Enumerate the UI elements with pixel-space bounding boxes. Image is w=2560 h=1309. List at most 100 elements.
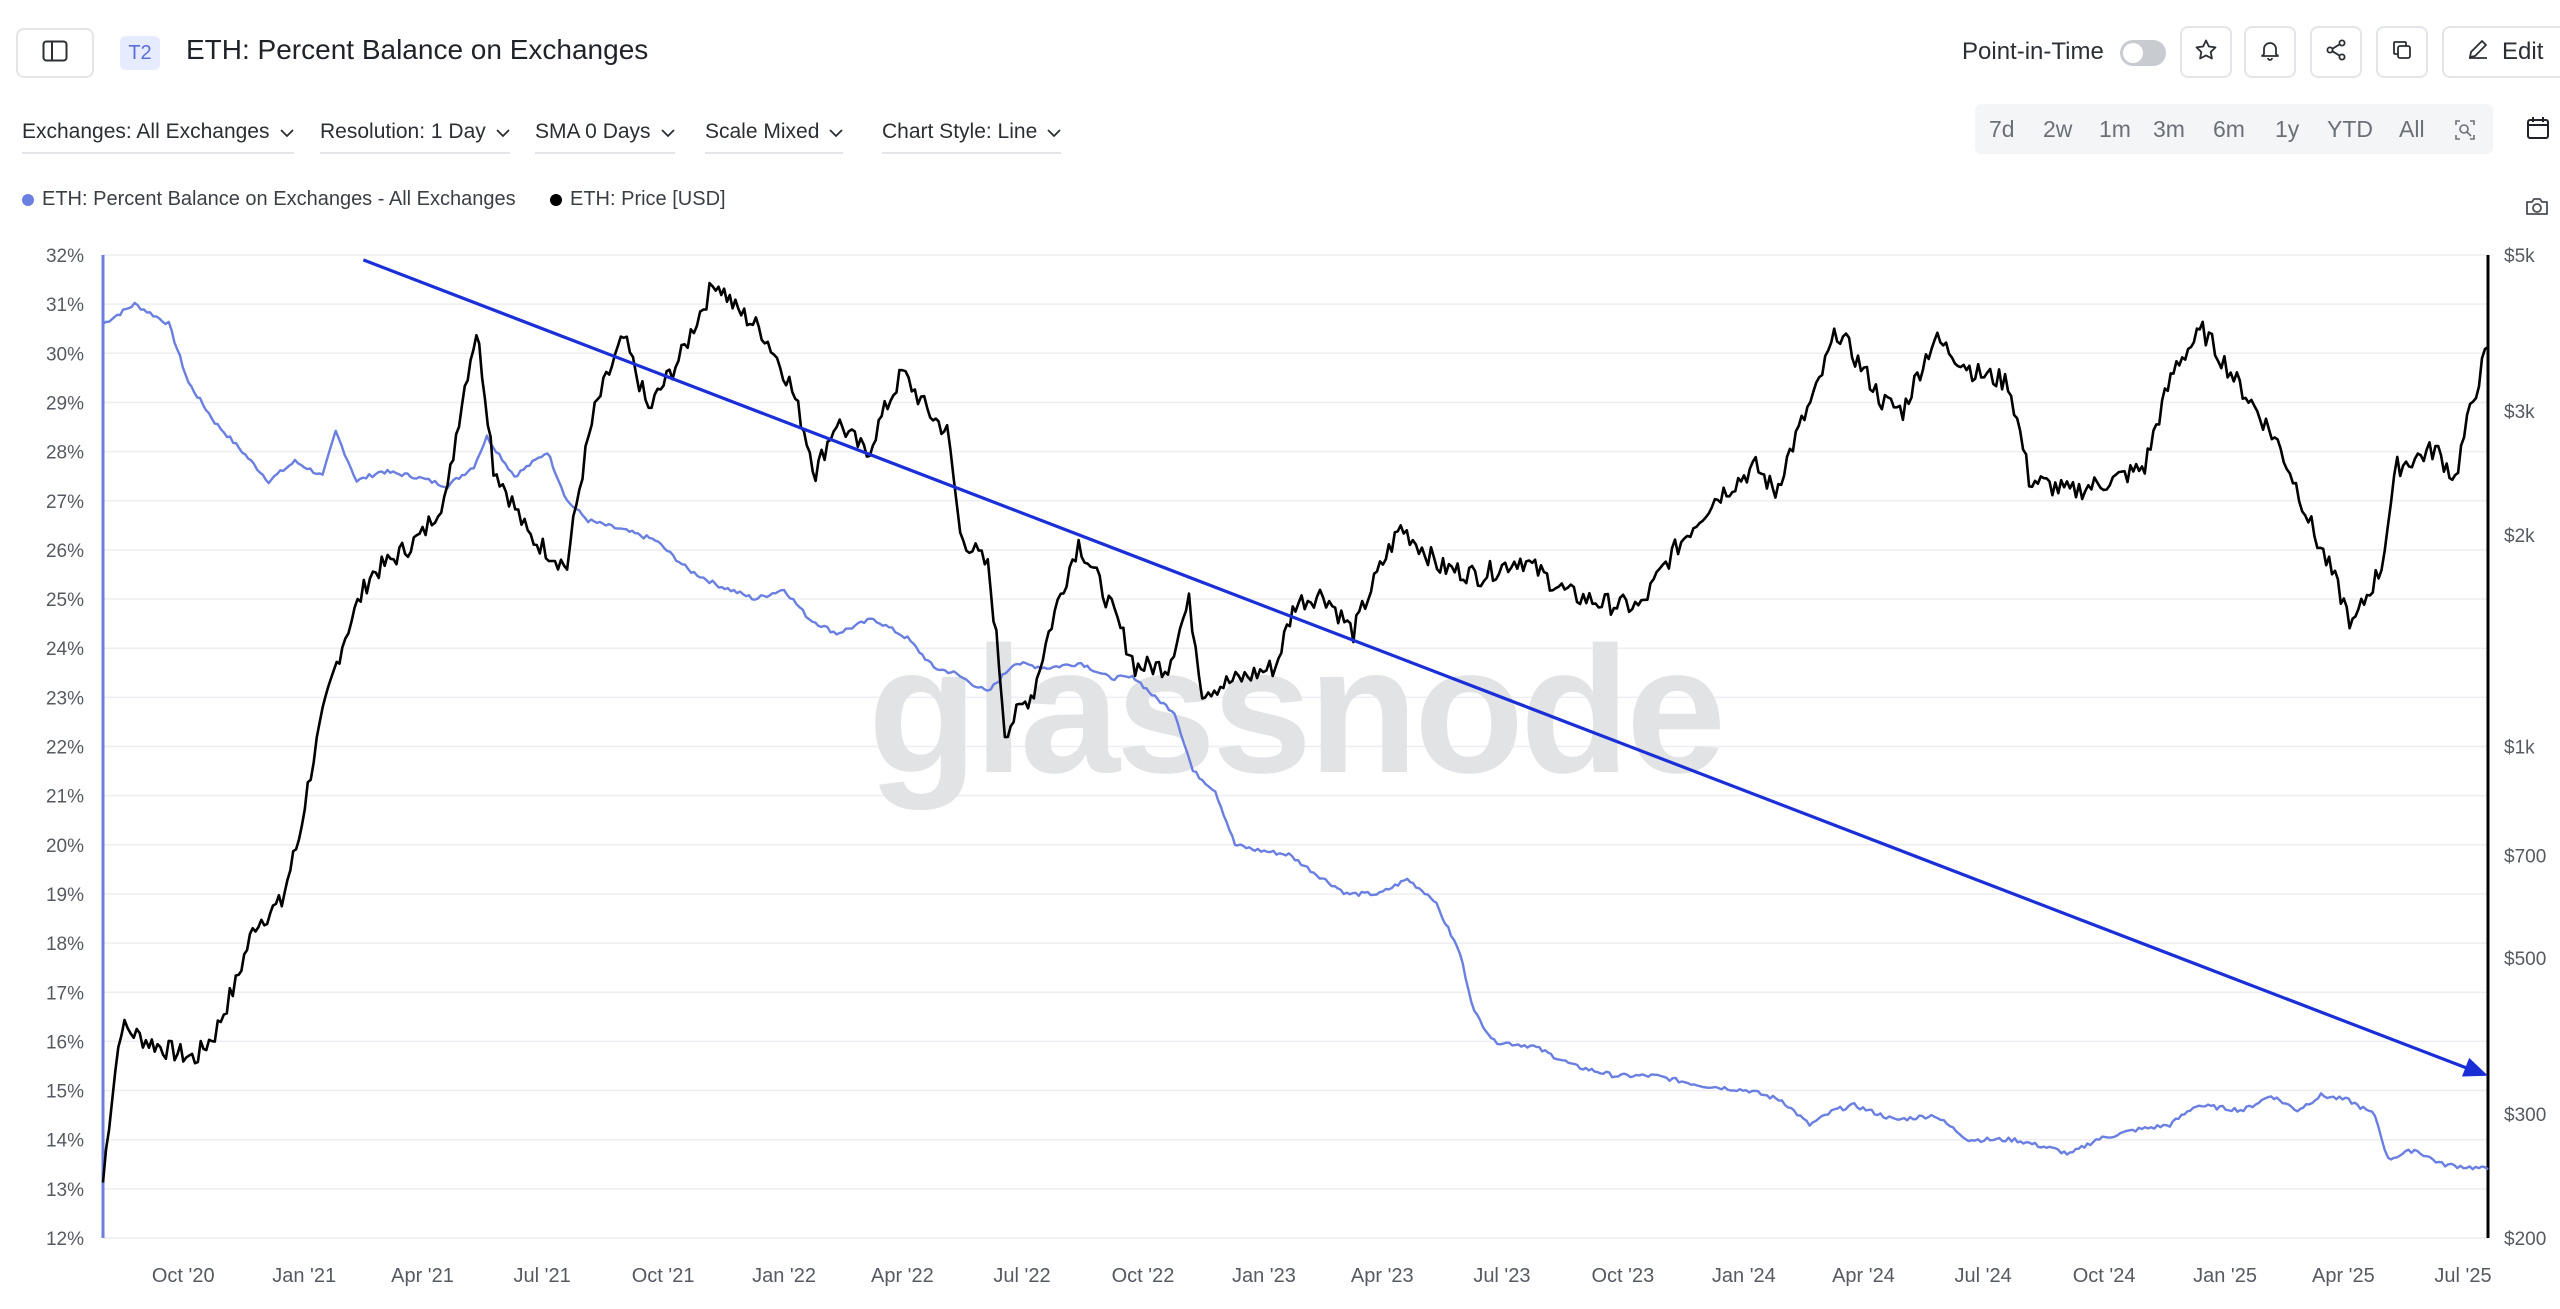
tier-badge: T2 [120,36,160,70]
range-1y-button[interactable]: 1y [2275,116,2300,142]
y-left-tick-label: 18% [46,934,84,955]
edit-label: Edit [2502,38,2544,65]
star-icon [2194,38,2218,67]
range-all-button[interactable]: All [2399,116,2425,142]
series-line-price [101,281,2489,1183]
x-tick-label: Oct '22 [1112,1265,1175,1287]
y-left-tick-label: 21% [46,787,84,808]
sidebar-toggle-button[interactable] [16,28,94,78]
trend-arrow-line [362,258,2467,1070]
x-tick-label: Apr '23 [1351,1265,1414,1287]
y-left-tick-label: 29% [46,393,84,414]
y-left-tick-label: 24% [46,639,84,660]
y-right-tick-label: $3k [2504,402,2535,423]
sma-dropdown[interactable]: SMA 0 Days [535,120,675,154]
edit-button[interactable]: Edit [2442,26,2560,78]
page-title: ETH: Percent Balance on Exchanges [186,34,649,65]
y-left-tick-label: 27% [46,492,84,513]
x-tick-label: Jan '25 [2193,1265,2257,1287]
range-6m-button[interactable]: 6m [2213,116,2245,142]
alert-button[interactable] [2244,26,2296,78]
x-tick-label: Apr '22 [871,1265,934,1287]
calendar-icon[interactable] [2524,114,2552,147]
y-left-tick-label: 13% [46,1180,84,1201]
share-button[interactable] [2310,26,2362,78]
toggle-knob [2123,43,2143,63]
x-tick-label: Jul '24 [1955,1265,2012,1287]
top-bar: T2 ETH: Percent Balance on Exchanges Poi… [0,0,2560,108]
y-left-tick-label: 25% [46,590,84,611]
x-tick-label: Jan '21 [272,1265,336,1287]
y-left-tick-label: 20% [46,836,84,857]
chart-style-dropdown[interactable]: Chart Style: Line [882,120,1062,154]
legend-item-price[interactable]: ETH: Price [USD] [550,188,726,211]
legend-dot-price [550,193,562,206]
y-right-tick-label: $700 [2504,846,2546,867]
resolution-dropdown-label: Resolution: 1 Day [320,120,486,143]
point-in-time-toggle[interactable] [2120,40,2166,66]
range-7d-button[interactable]: 7d [1989,116,2015,142]
y-left-tick-label: 23% [46,688,84,709]
x-tick-label: Jan '23 [1232,1265,1296,1287]
y-left-tick-label: 15% [46,1082,84,1103]
x-tick-label: Oct '21 [632,1265,695,1287]
x-tick-label: Jan '22 [752,1265,816,1287]
share-icon [2324,38,2348,67]
chevron-down-icon [496,120,510,144]
range-3m-button[interactable]: 3m [2153,116,2185,142]
scale-dropdown-label: Scale Mixed [705,120,820,143]
x-tick-label: Apr '24 [1832,1265,1895,1287]
trend-arrow-head [2462,1057,2488,1077]
chevron-down-icon [279,120,294,144]
range-2w-button[interactable]: 2w [2043,116,2073,142]
exchanges-dropdown-label: Exchanges: All Exchanges [22,120,270,143]
y-right-tick-label: $2k [2504,526,2535,547]
point-in-time-label: Point-in-Time [1962,38,2104,65]
y-right-tick-label: $300 [2504,1105,2546,1126]
y-left-tick-label: 16% [46,1032,84,1053]
y-left-tick-label: 30% [46,344,84,365]
x-tick-label: Jul '23 [1473,1265,1530,1287]
y-right-tick-label: $200 [2504,1229,2546,1250]
camera-icon[interactable] [2524,194,2550,223]
pencil-icon [2466,37,2490,68]
x-tick-label: Jan '24 [1712,1265,1776,1287]
y-right-tick-label: $1k [2504,738,2535,759]
legend-dot-balance [22,193,34,206]
chevron-down-icon [660,120,675,144]
y-right-tick-label: $500 [2504,949,2546,970]
sma-dropdown-label: SMA 0 Days [535,120,651,143]
zoom-icon[interactable] [2453,118,2477,147]
range-ytd-button[interactable]: YTD [2327,116,2373,142]
y-left-tick-label: 22% [46,738,84,759]
legend-label-price: ETH: Price [USD] [570,188,726,210]
y-left-tick-label: 32% [46,246,84,267]
x-tick-label: Apr '21 [391,1265,454,1287]
x-tick-label: Oct '20 [152,1265,215,1287]
chevron-down-icon [829,120,844,144]
y-left-tick-label: 31% [46,295,84,316]
sidebar-toggle-icon [42,40,68,67]
y-left-tick-label: 17% [46,983,84,1004]
x-tick-label: Jul '22 [993,1265,1050,1287]
bell-icon [2258,38,2282,67]
x-tick-label: Oct '24 [2073,1265,2136,1287]
favorite-button[interactable] [2180,26,2232,78]
watermark: glassnode [868,610,1722,811]
legend-item-balance[interactable]: ETH: Percent Balance on Exchanges - All … [22,188,516,211]
scale-dropdown[interactable]: Scale Mixed [705,120,844,154]
exchanges-dropdown[interactable]: Exchanges: All Exchanges [22,120,294,154]
range-1m-button[interactable]: 1m [2099,116,2131,142]
range-selector: 7d 2w 1m 3m 6m 1y YTD All [1975,104,2493,154]
chart-controls: Exchanges: All Exchanges Resolution: 1 D… [0,110,2560,160]
resolution-dropdown[interactable]: Resolution: 1 Day [320,120,510,154]
x-tick-label: Jul '21 [514,1265,571,1287]
y-left-tick-label: 28% [46,443,84,464]
y-left-tick-label: 14% [46,1131,84,1152]
x-tick-label: Apr '25 [2312,1265,2375,1287]
copy-icon [2390,38,2414,67]
chevron-down-icon [1047,120,1061,144]
y-left-tick-label: 26% [46,541,84,562]
chart-style-dropdown-label: Chart Style: Line [882,120,1038,143]
duplicate-button[interactable] [2376,26,2428,78]
